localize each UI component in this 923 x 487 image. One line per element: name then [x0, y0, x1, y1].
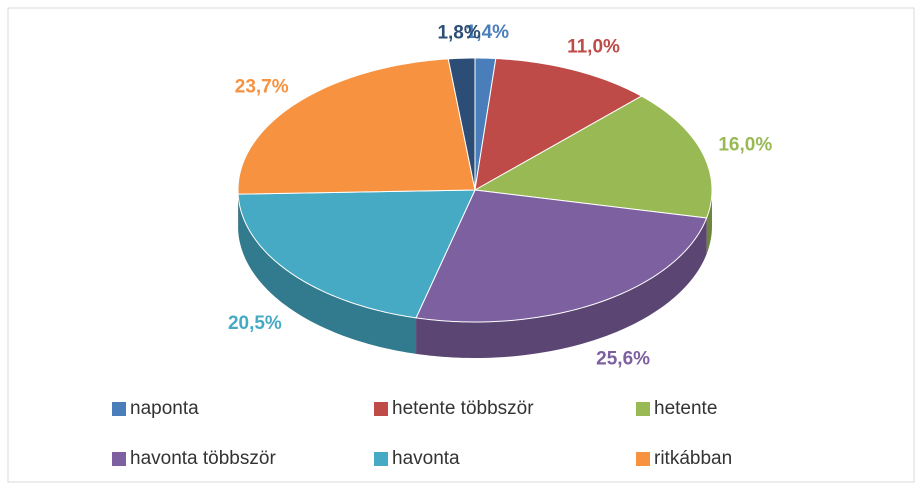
legend-swatch — [636, 402, 650, 416]
value-label: 1,8% — [437, 22, 480, 43]
legend-label: ritkábban — [654, 448, 732, 469]
pie-slice — [447, 57, 476, 191]
legend-swatch — [636, 452, 650, 466]
pie-tops — [237, 57, 713, 323]
value-labels: 1,4% 11,0% 16,0% 25,6% 20,5% 23,7% 1,8% — [228, 22, 772, 369]
value-label: 1,4% — [466, 22, 509, 43]
pie-slice — [237, 58, 476, 195]
value-label: 20,5% — [228, 313, 282, 334]
legend: naponta hetente többször hetente havonta tö… — [112, 398, 732, 469]
legend-label: havonta többször — [130, 448, 276, 469]
legend-label: naponta — [130, 398, 199, 419]
pie-slice — [473, 95, 713, 219]
pie-side — [238, 194, 417, 354]
legend-swatch — [374, 402, 388, 416]
legend-swatch — [112, 452, 126, 466]
pie-side — [416, 217, 707, 358]
legend-swatch — [374, 452, 388, 466]
value-label: 25,6% — [596, 349, 650, 370]
pie-slice — [474, 57, 643, 191]
legend-label: havonta — [392, 448, 460, 469]
value-label: 11,0% — [567, 37, 620, 58]
value-label: 16,0% — [718, 134, 772, 155]
pie-slice — [415, 189, 708, 323]
pie-slice — [237, 189, 476, 319]
value-label: 23,7% — [235, 76, 289, 97]
legend-label: hetente — [654, 398, 717, 419]
legend-label: hetente többször — [392, 398, 534, 419]
legend-swatch — [112, 402, 126, 416]
